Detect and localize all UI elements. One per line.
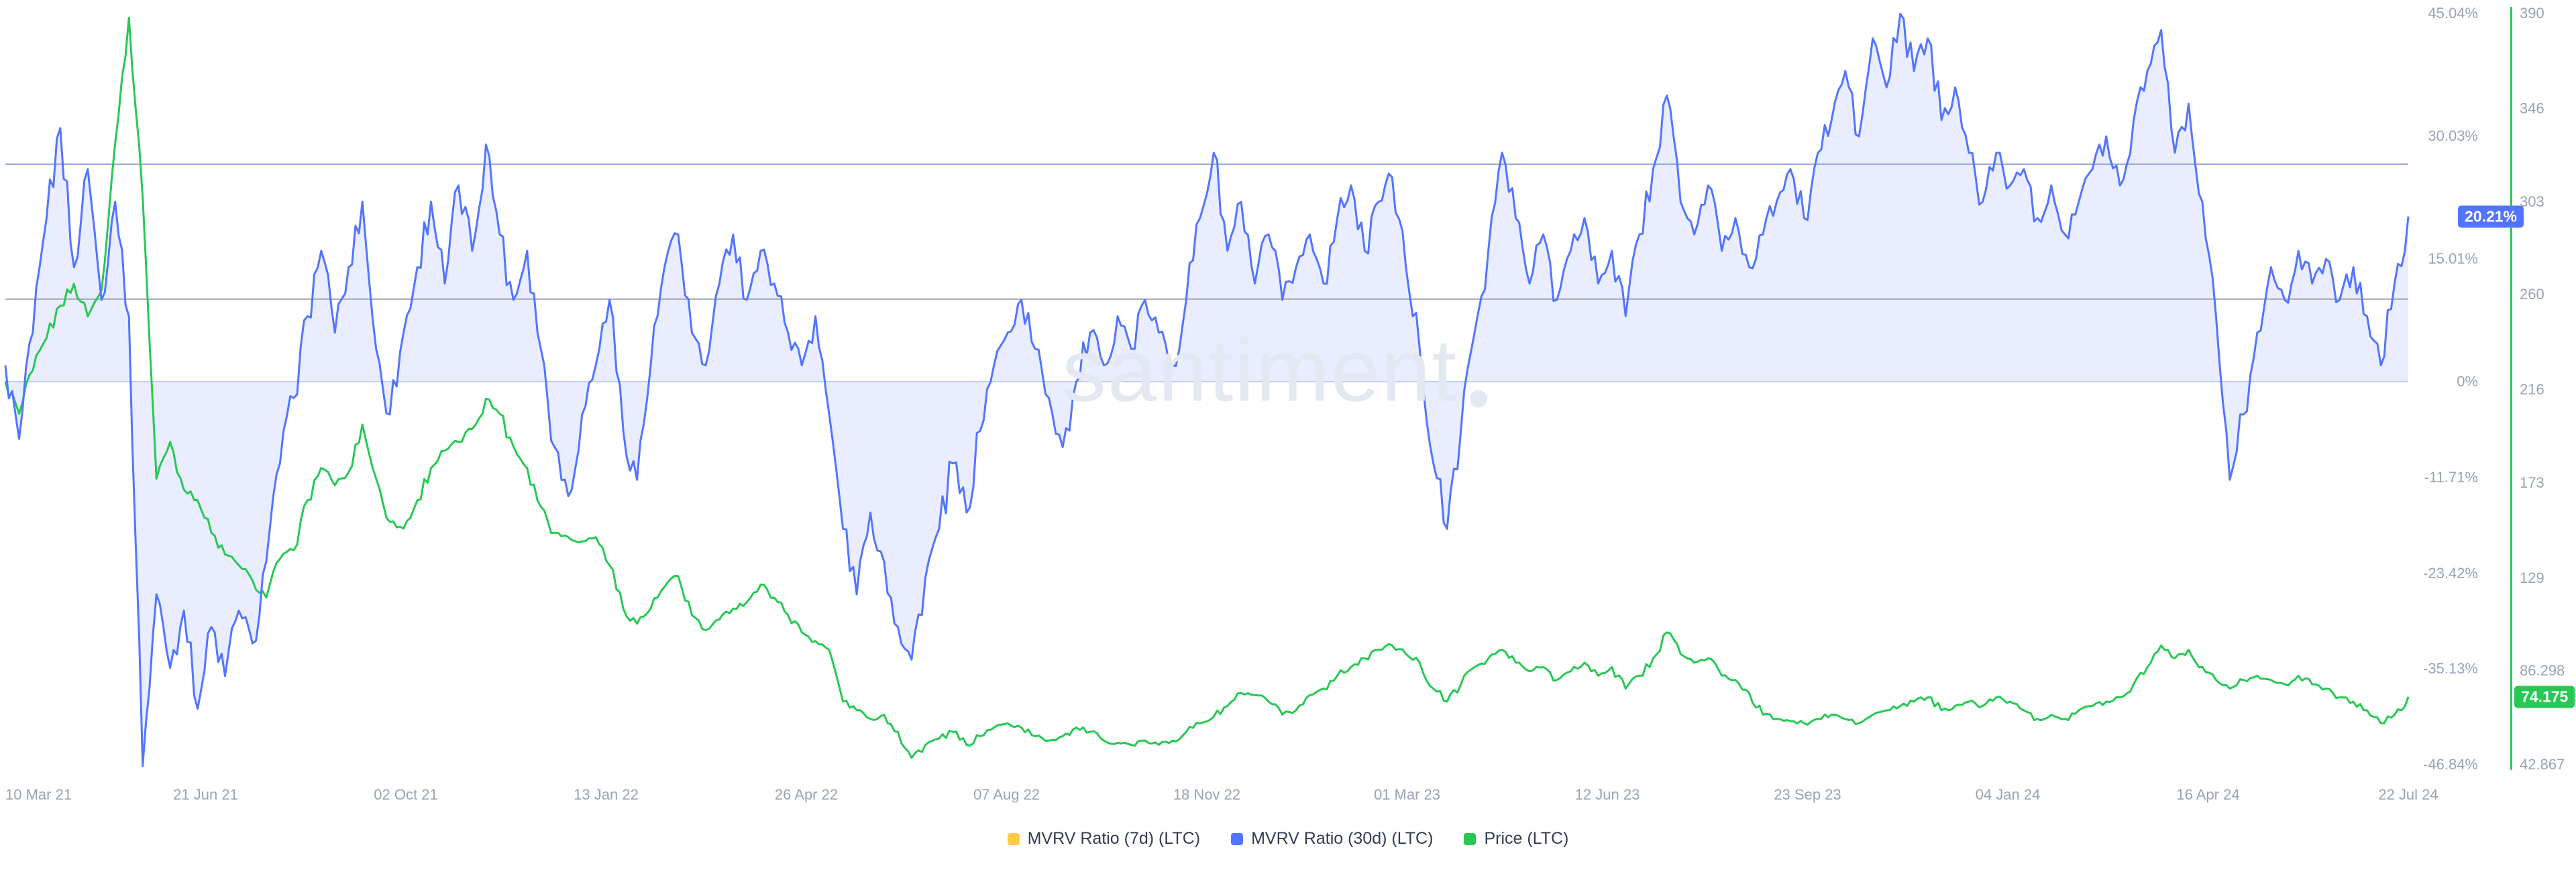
legend-label-mvrv-30d: MVRV Ratio (30d) (LTC) bbox=[1251, 829, 1434, 848]
price-tick-label: 260 bbox=[2520, 286, 2544, 303]
price-line bbox=[4, 17, 2410, 759]
percent-tick-label: 0% bbox=[2457, 373, 2478, 390]
x-tick-label: 04 Jan 24 bbox=[1975, 786, 2041, 803]
x-tick-label: 21 Jun 21 bbox=[173, 786, 238, 803]
x-tick-label: 07 Aug 22 bbox=[973, 786, 1040, 803]
x-tick-label: 02 Oct 21 bbox=[374, 786, 438, 803]
x-tick-label: 22 Jul 24 bbox=[2378, 786, 2438, 803]
price-tick-label: 129 bbox=[2520, 569, 2544, 587]
percent-tick-label: 30.03% bbox=[2428, 127, 2478, 144]
legend-marker-mvrv-30d-icon bbox=[1231, 832, 1244, 845]
mvrv-current-value-badge: 20.21% bbox=[2457, 205, 2524, 228]
x-tick-label: 23 Sep 23 bbox=[1774, 786, 1841, 803]
percent-tick-label: -35.13% bbox=[2423, 660, 2478, 677]
price-axis-line bbox=[2510, 7, 2512, 770]
x-tick-label: 10 Mar 21 bbox=[5, 786, 72, 803]
price-tick-label: 42.867 bbox=[2520, 756, 2565, 773]
price-tick-label: 303 bbox=[2520, 193, 2544, 210]
mvrv-30d-area-fill bbox=[5, 13, 2408, 766]
price-tick-label: 86.298 bbox=[2520, 661, 2565, 679]
legend-label-price: Price (LTC) bbox=[1484, 829, 1569, 848]
legend-item-mvrv-7d[interactable]: MVRV Ratio (7d) (LTC) bbox=[1007, 829, 1201, 849]
x-tick-label: 16 Apr 24 bbox=[2176, 786, 2240, 803]
price-tick-label: 346 bbox=[2520, 99, 2544, 117]
x-tick-label: 18 Nov 22 bbox=[1173, 786, 1241, 803]
legend-marker-price-icon bbox=[1464, 832, 1477, 845]
legend: MVRV Ratio (7d) (LTC) MVRV Ratio (30d) (L… bbox=[0, 829, 2576, 849]
percent-tick-label: -11.71% bbox=[2424, 468, 2478, 486]
percent-tick-label: 45.04% bbox=[2428, 5, 2478, 21]
legend-label-mvrv-7d: MVRV Ratio (7d) (LTC) bbox=[1027, 829, 1201, 848]
legend-marker-mvrv-7d-icon bbox=[1007, 832, 1020, 845]
x-tick-label: 26 Apr 22 bbox=[774, 786, 839, 803]
x-tick-label: 12 Jun 23 bbox=[1574, 786, 1640, 803]
percent-tick-label: 15.01% bbox=[2428, 250, 2478, 268]
price-tick-label: 390 bbox=[2520, 5, 2544, 21]
price-current-value-badge: 74.175 bbox=[2514, 686, 2575, 708]
mvrv-30d-line bbox=[4, 13, 2410, 767]
legend-item-price[interactable]: Price (LTC) bbox=[1464, 829, 1568, 849]
percent-tick-label: -46.84% bbox=[2423, 756, 2478, 773]
x-tick-label: 01 Mar 23 bbox=[1373, 786, 1441, 803]
percent-tick-label: -23.42% bbox=[2423, 564, 2478, 582]
price-tick-label: 173 bbox=[2520, 474, 2544, 492]
legend-item-mvrv-30d[interactable]: MVRV Ratio (30d) (LTC) bbox=[1231, 829, 1433, 849]
price-tick-label: 216 bbox=[2520, 381, 2544, 398]
x-tick-label: 13 Jan 22 bbox=[574, 786, 639, 803]
